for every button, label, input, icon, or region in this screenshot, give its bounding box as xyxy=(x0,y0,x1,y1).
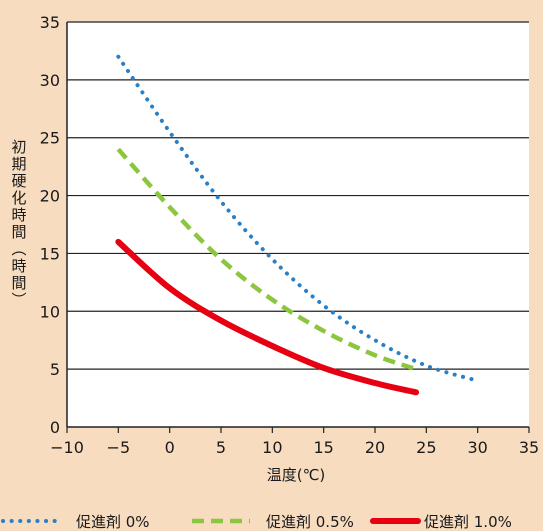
legend: 促進剤 0% 促進剤 0.5% 促進剤 1.0% xyxy=(3,513,512,531)
y-tick-label-2: 10 xyxy=(40,302,60,321)
x-tick-label-7: 25 xyxy=(416,438,436,457)
y-tick-label-5: 25 xyxy=(40,129,60,148)
y-tick-label-1: 5 xyxy=(50,360,60,379)
y-tick-labels: 0 5 10 15 20 25 30 35 xyxy=(40,13,60,437)
y-tick-label-4: 20 xyxy=(40,187,60,206)
x-tick-label-9: 35 xyxy=(519,438,539,457)
x-tick-label-3: 5 xyxy=(216,438,226,457)
plot-area xyxy=(67,22,529,433)
y-tick-label-0: 0 xyxy=(50,418,60,437)
x-tick-label-0: −10 xyxy=(50,438,84,457)
y-tick-label-3: 15 xyxy=(40,244,60,263)
legend-label-0: 促進剤 0% xyxy=(76,513,150,531)
x-tick-label-1: −5 xyxy=(107,438,131,457)
plot-background xyxy=(67,22,529,427)
y-tick-label-7: 35 xyxy=(40,13,60,32)
y-axis-title-text: 初期硬化時間︵時間︶ xyxy=(11,138,26,309)
x-tick-label-5: 15 xyxy=(313,438,333,457)
x-tick-label-2: 0 xyxy=(165,438,175,457)
x-tick-labels: −10 −5 0 5 10 15 20 25 30 35 xyxy=(50,438,539,457)
x-tick-label-6: 20 xyxy=(365,438,385,457)
legend-label-1: 促進剤 0.5% xyxy=(266,513,354,531)
y-axis-title: 初期硬化時間︵時間︶ xyxy=(11,138,26,309)
y-tick-label-6: 30 xyxy=(40,71,60,90)
x-tick-label-4: 10 xyxy=(262,438,282,457)
x-axis-title: 温度(℃) xyxy=(267,466,326,484)
legend-label-2: 促進剤 1.0% xyxy=(424,513,512,531)
x-tick-label-8: 30 xyxy=(467,438,487,457)
